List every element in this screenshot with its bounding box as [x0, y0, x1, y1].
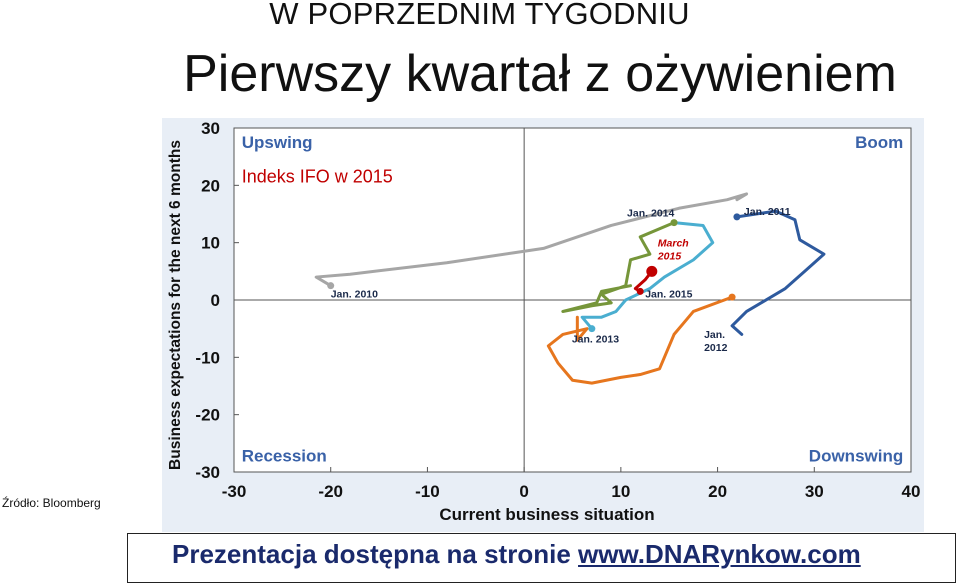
y-tick-label: 10 [201, 234, 220, 253]
annotation-label: Jan. 2015 [645, 288, 692, 300]
series-line [546, 295, 734, 385]
y-axis-label: Business expectations for the next 6 mon… [167, 140, 184, 470]
chart-svg: 30 20 10 0 -10 -20 -30-30 -20 -10 0 10 20 30 40 Curren… [162, 118, 924, 532]
annotation-label: Jan. 2013 [572, 334, 619, 346]
x-axis-label: Current business situation [439, 505, 654, 524]
x-tick-label: -10 [415, 482, 440, 501]
footer-banner: Prezentacja dostępna na stronie www.DNAR… [127, 533, 956, 583]
page-title: Pierwszy kwartał z ożywieniem [183, 45, 897, 103]
footer-text: Prezentacja dostępna na stronie [172, 539, 571, 569]
kicker-heading: W POPRZEDNIM TYGODNIU [269, 0, 690, 31]
annotation-label: Jan. [704, 329, 725, 341]
annotation-label: 2015 [657, 250, 682, 262]
ifo-chart: 30 20 10 0 -10 -20 -30 -30 -20 -10 0 10 20 30 40 Curren… [162, 118, 924, 532]
series-line [561, 221, 676, 313]
x-tick-label: 40 [902, 482, 921, 501]
series-start-point [670, 219, 678, 227]
quadrant-label-upswing: Upswing [242, 133, 313, 152]
quadrant-label-recession: Recession [242, 447, 327, 466]
series-end-point [646, 265, 658, 277]
quadrant-label-boom: Boom [855, 133, 903, 152]
series-start-point [733, 213, 741, 221]
y-tick-label: 20 [201, 176, 220, 195]
series-start-point [588, 325, 596, 333]
y-tick-label: -10 [195, 348, 220, 367]
source-note: Źródło: Bloomberg [2, 496, 101, 510]
x-tick-label: 20 [708, 482, 727, 501]
series-start-point [327, 282, 335, 290]
series-start-point [728, 293, 736, 301]
footer-text-wrap: Prezentacja dostępna na stronie www.DNAR… [172, 539, 861, 570]
chart-title: Indeks IFO w 2015 [242, 166, 393, 186]
y-tick-label: 0 [211, 291, 220, 310]
series-line [730, 209, 826, 336]
annotation-label: Jan. 2011 [744, 206, 791, 218]
x-tick-label: 30 [805, 482, 824, 501]
series-line [580, 221, 715, 331]
annotation-label: March [658, 237, 689, 249]
series-start-point [636, 287, 644, 295]
x-tick-label: 0 [519, 482, 528, 501]
series-line [314, 192, 749, 288]
x-tick-label: -20 [318, 482, 343, 501]
quadrant-label-downswing: Downswing [809, 447, 903, 466]
y-tick-label: 30 [201, 119, 220, 138]
x-tick-label: -30 [222, 482, 247, 501]
x-tick-label: 10 [611, 482, 630, 501]
y-tick-label: -30 [195, 463, 220, 482]
y-tick-label: -20 [195, 406, 220, 425]
footer-link[interactable]: www.DNARynkow.com [578, 539, 861, 569]
annotation-label: 2012 [704, 342, 728, 354]
annotation-label: Jan. 2010 [331, 289, 378, 301]
annotation-label: Jan. 2014 [627, 208, 674, 220]
